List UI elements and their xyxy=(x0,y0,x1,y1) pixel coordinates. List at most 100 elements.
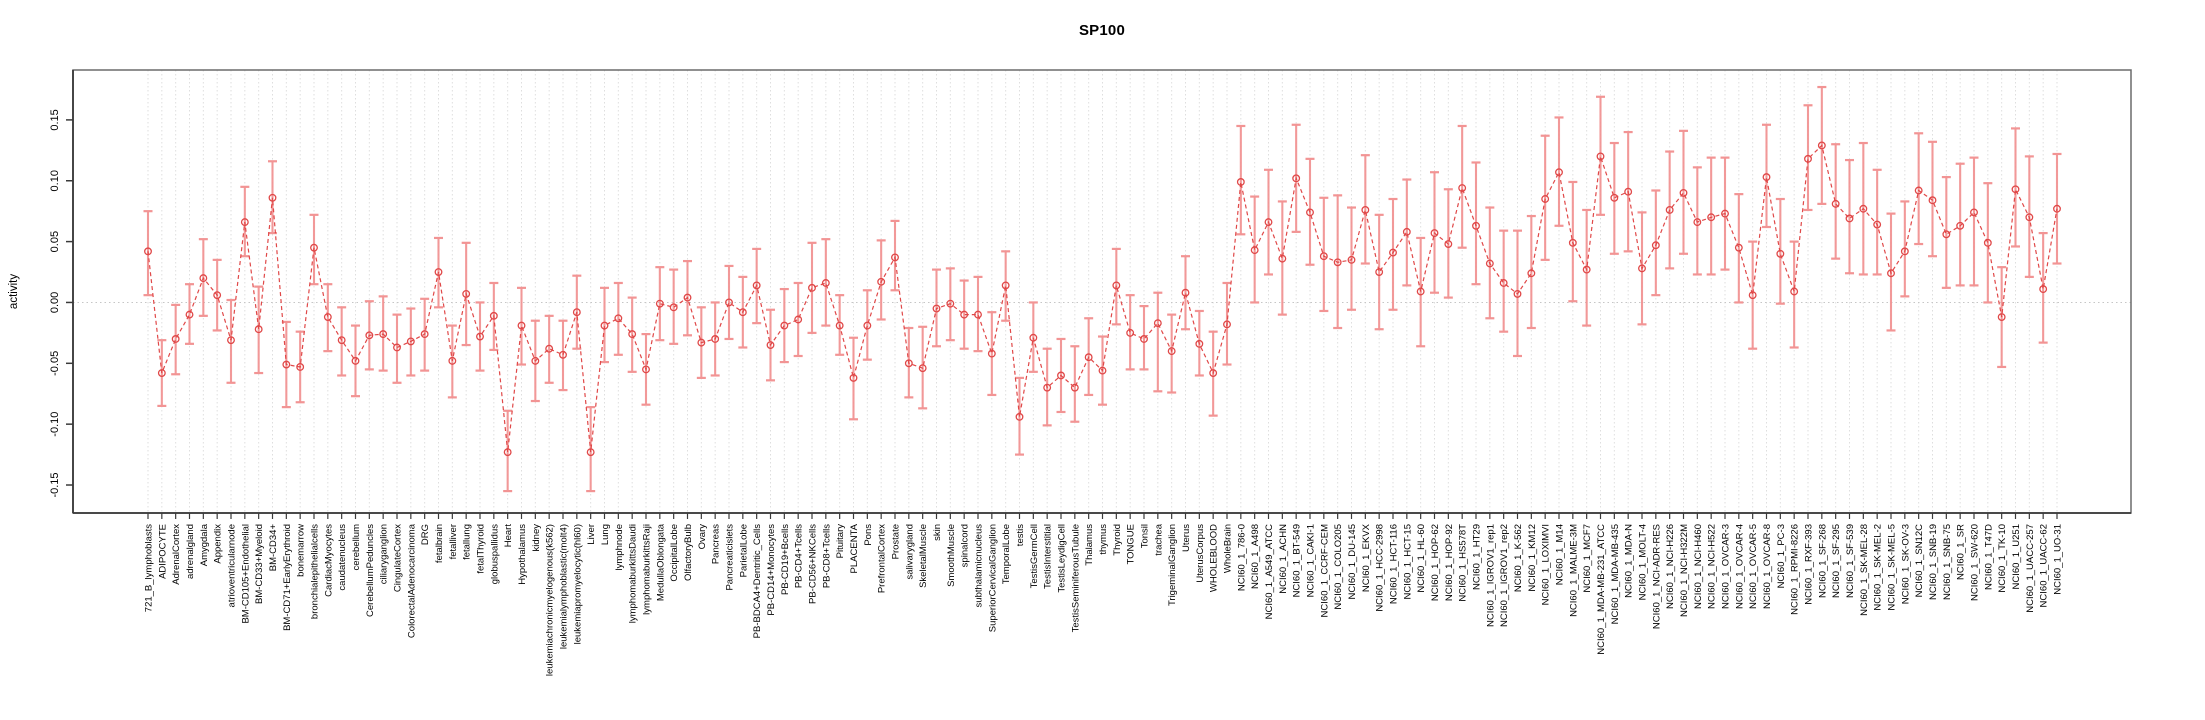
data-point xyxy=(337,336,346,345)
x-tick-label: Pons xyxy=(863,524,874,546)
x-tick-label: ColorectalAdenocarcinoma xyxy=(406,523,417,638)
data-point xyxy=(227,336,235,345)
data-point xyxy=(171,335,180,343)
x-tick-label: NCI60_1_MDA-N xyxy=(1624,524,1635,598)
x-tick-label: skin xyxy=(932,524,943,541)
x-tick-label: NCI60_1_NCI-ADR-RES xyxy=(1651,524,1662,629)
data-point xyxy=(1997,313,2006,322)
x-tick-label: spinalcord xyxy=(960,524,971,567)
data-point xyxy=(1236,178,1245,186)
x-tick-label: OlfactoryBulb xyxy=(683,524,694,581)
data-point xyxy=(877,277,886,286)
data-point xyxy=(199,274,208,283)
x-tick-label: NCI60_1_SK-MEL-5 xyxy=(1887,524,1898,611)
data-point xyxy=(517,321,526,330)
x-tick-label: BM-CD105+Endothelial xyxy=(240,524,251,624)
data-point xyxy=(1665,206,1674,214)
x-tick-label: ParietalLobe xyxy=(738,524,749,577)
x-tick-label: PB-BDCA4+Dentritic_Cells xyxy=(752,524,763,639)
x-tick-label: lymphomaburkittsRaji xyxy=(642,524,653,615)
x-tick-label: NCI60_1_COLO205 xyxy=(1333,524,1344,610)
data-point xyxy=(1029,333,1038,342)
x-tick-label: NCI60_1_SF-539 xyxy=(1845,524,1856,598)
data-point xyxy=(1790,287,1799,296)
data-point xyxy=(144,247,152,256)
data-point xyxy=(891,253,899,262)
data-point xyxy=(1596,152,1605,161)
data-point xyxy=(296,363,305,371)
data-point xyxy=(476,332,484,341)
x-tick-label: fetallung xyxy=(462,524,473,560)
data-point xyxy=(738,308,747,317)
data-point xyxy=(918,364,927,373)
data-point xyxy=(1319,252,1328,261)
data-point xyxy=(365,331,374,340)
data-point xyxy=(420,330,429,339)
x-tick-label: NCI60_1_SR xyxy=(1956,524,1967,580)
x-tick-label: NCI60_1_OVCAR-8 xyxy=(1762,524,1773,609)
data-point xyxy=(835,321,844,330)
y-tick-label: 0.10 xyxy=(49,170,61,191)
x-tick-label: TestisSeminiferousTubule xyxy=(1070,524,1081,632)
x-tick-label: NCI60_1_MDA-MB-231_ATCC xyxy=(1596,524,1607,655)
x-tick-label: Pituitary xyxy=(835,524,846,559)
data-point xyxy=(669,303,678,312)
x-tick-label: PB-CD19+Bcells xyxy=(780,524,791,595)
data-point xyxy=(1638,264,1646,273)
data-point xyxy=(1942,230,1951,239)
x-tick-label: Prostate xyxy=(891,524,902,559)
data-point xyxy=(960,310,969,319)
x-tick-label: Uterus xyxy=(1181,524,1192,552)
data-point xyxy=(752,281,761,290)
data-point xyxy=(1195,339,1204,348)
data-point xyxy=(821,279,830,287)
data-point xyxy=(489,311,498,320)
y-tick-label: -0.10 xyxy=(49,412,61,437)
data-point xyxy=(1831,199,1840,208)
data-point xyxy=(1721,209,1729,218)
x-tick-label: NCI60_1_OVCAR-5 xyxy=(1748,524,1759,609)
x-tick-label: TemporalLobe xyxy=(1001,524,1012,584)
data-point xyxy=(946,299,955,308)
x-tick-label: NCI60_1_MOLT-4 xyxy=(1638,524,1649,600)
x-tick-label: NCI60_1_HOP-92 xyxy=(1444,524,1455,601)
x-tick-label: NCI60_1_ACHN xyxy=(1278,524,1289,594)
data-point xyxy=(310,243,318,252)
x-tick-label: SmoothMuscle xyxy=(946,524,957,587)
x-tick-label: CerebellumPeduncles xyxy=(365,524,376,617)
data-point xyxy=(974,310,982,319)
x-tick-label: thymus xyxy=(1098,524,1109,555)
data-point xyxy=(794,315,803,324)
data-point xyxy=(1098,366,1107,375)
data-point xyxy=(351,356,360,365)
x-gridlines xyxy=(147,70,2058,513)
data-point xyxy=(1112,281,1121,290)
data-point xyxy=(503,448,512,457)
x-tick-label: BM-CD71+EarlyErythroid xyxy=(282,524,293,631)
data-point xyxy=(628,330,637,339)
x-tick-label: TONGUE xyxy=(1126,524,1137,564)
data-point xyxy=(808,283,816,292)
data-point xyxy=(1292,174,1301,183)
x-tick-label: UterusCorpus xyxy=(1195,524,1206,583)
data-point xyxy=(1693,218,1702,227)
x-tick-label: Pancreaticislets xyxy=(725,524,736,591)
x-tick-label: PrefrontalCortex xyxy=(877,524,888,593)
x-tick-label: WholeBrain xyxy=(1223,524,1234,573)
data-point xyxy=(1624,187,1633,196)
x-tick-label: NCI60_1_RPMI-8226 xyxy=(1790,524,1801,615)
data-point xyxy=(213,291,222,300)
data-point xyxy=(157,369,166,377)
x-tick-label: lymphomaburkittsDaudi xyxy=(628,524,639,623)
data-point xyxy=(1015,412,1024,421)
x-tick-label: TrigeminalGanglion xyxy=(1167,524,1178,606)
x-tick-label: trachea xyxy=(1153,523,1164,555)
y-axis-labels: 0.15 0.10 0.05 0.00 -0.05 -0.10 -0.15 xyxy=(49,109,61,497)
x-tick-label: leukemiachronicmyelogenous(k562) xyxy=(545,524,556,676)
data-point xyxy=(1679,188,1688,197)
y-tick-label: 0.05 xyxy=(49,231,61,252)
x-tick-label: salivarygland xyxy=(904,524,915,579)
data-point xyxy=(1762,173,1771,182)
data-point xyxy=(572,308,581,317)
x-tick-label: NCI60_1_HCC-2998 xyxy=(1375,524,1386,612)
